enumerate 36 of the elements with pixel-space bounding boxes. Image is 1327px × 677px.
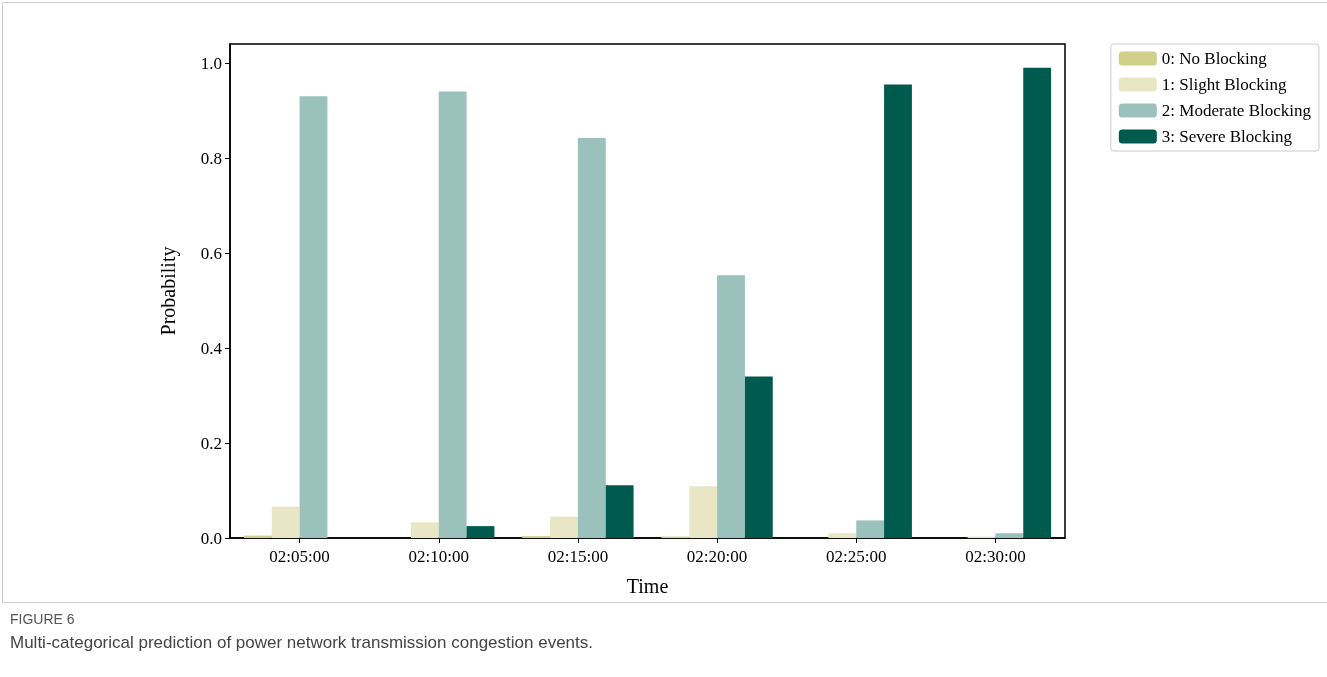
y-axis-title: Probability: [157, 246, 180, 336]
bar: [550, 516, 578, 538]
legend-label: 0: No Blocking: [1161, 49, 1268, 68]
y-tick-label: 0.0: [200, 528, 222, 548]
y-tick-label: 1.0: [200, 53, 222, 73]
y-tick-label: 0.6: [200, 243, 222, 263]
x-tick-label: 02:30:00: [965, 547, 1026, 566]
legend-label: 3: Severe Blocking: [1161, 127, 1293, 146]
bar: [466, 526, 495, 538]
x-tick-label: 02:05:00: [269, 547, 330, 566]
bar: [884, 84, 912, 538]
x-tick-label: 02:15:00: [547, 547, 609, 566]
bar: [744, 376, 773, 538]
bar: [828, 533, 857, 538]
bar: [1023, 67, 1052, 538]
bar: [689, 486, 718, 538]
caption: FIGURE 6: [10, 611, 75, 627]
bar: [438, 91, 467, 538]
bar: [577, 138, 606, 538]
bar: [410, 522, 439, 538]
bar: [271, 506, 300, 538]
bar: [299, 96, 328, 538]
bar: [995, 533, 1024, 538]
legend-label: 2: Moderate Blocking: [1161, 101, 1312, 120]
bar: [856, 520, 885, 538]
y-tick-label: 0.4: [200, 338, 223, 358]
x-tick-label: 02:10:00: [408, 547, 469, 566]
bar: [605, 485, 634, 538]
x-tick-label: 02:20:00: [686, 547, 748, 566]
x-tick-label: 02:25:00: [826, 547, 887, 566]
x-axis-title: Time: [626, 575, 669, 597]
text: Multi-categorical prediction of power network transmission congestion events.: [10, 633, 593, 652]
legend-label: 1: Slight Blocking: [1161, 75, 1287, 94]
y-tick-label: 0.2: [200, 433, 222, 453]
bar: [717, 275, 745, 538]
y-tick-label: 0.8: [200, 148, 222, 168]
